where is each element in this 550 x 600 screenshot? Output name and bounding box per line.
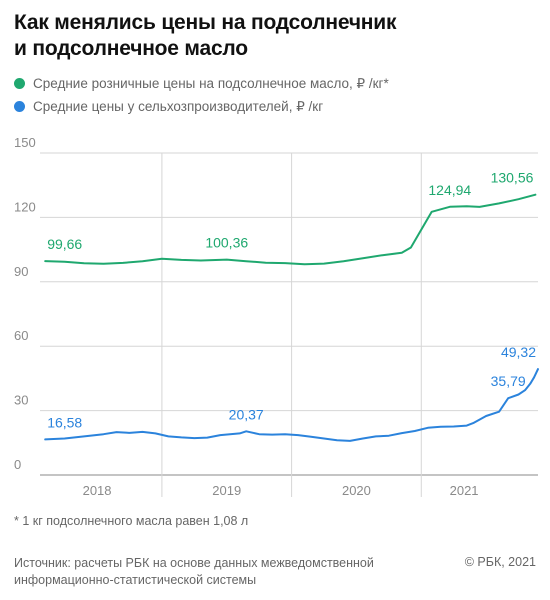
data-label: 130,56 xyxy=(491,170,534,186)
legend-label-producer-price: Средние цены у сельхозпроизводителей, ₽ … xyxy=(33,99,324,114)
source-line-2: информационно-статистической системы xyxy=(14,573,257,587)
chart-title-line-1: Как менялись цены на подсолнечник xyxy=(14,11,397,34)
x-tick-label: 2019 xyxy=(212,483,241,498)
y-tick-label: 90 xyxy=(14,264,28,279)
legend-marker-producer-price xyxy=(14,101,25,112)
y-tick-label: 150 xyxy=(14,135,36,150)
y-tick-label: 30 xyxy=(14,393,28,408)
footnote: * 1 кг подсолнечного масла равен 1,08 л xyxy=(14,514,249,528)
x-tick-label: 2020 xyxy=(342,483,371,498)
x-tick-label: 2018 xyxy=(83,483,112,498)
y-tick-label: 120 xyxy=(14,199,36,214)
series-line-2 xyxy=(44,368,539,442)
legend-label-retail-oil: Средние розничные цены на подсолнечное м… xyxy=(33,76,389,91)
data-label: 16,58 xyxy=(47,414,82,430)
data-label: 124,94 xyxy=(428,182,471,198)
line-chart: 0 30 60 90 120 150 2018 2019 2020 2021 99,66 100,36… xyxy=(14,135,539,498)
x-tick-label: 2021 xyxy=(450,483,479,498)
data-label: 20,37 xyxy=(229,406,264,422)
y-tick-label: 0 xyxy=(14,457,21,472)
data-label: 35,79 xyxy=(491,373,526,389)
data-label: 100,36 xyxy=(205,235,248,251)
legend-marker-retail-oil xyxy=(14,78,25,89)
source-line-1: Источник: расчеты РБК на основе данных м… xyxy=(14,556,374,570)
data-label: 49,32 xyxy=(501,344,536,360)
legend-item-retail-oil: Средние розничные цены на подсолнечное м… xyxy=(14,76,534,92)
copyright: © РБК, 2021 xyxy=(464,555,536,569)
y-tick-label: 60 xyxy=(14,328,28,343)
chart-title: Как менялись цены на подсолнечник и подс… xyxy=(14,10,534,62)
legend-item-producer-price: Средние цены у сельхозпроизводителей, ₽ … xyxy=(14,99,534,115)
chart-title-line-2: и подсолнечное масло xyxy=(14,37,248,60)
data-label: 99,66 xyxy=(47,236,82,252)
source-note: Источник: расчеты РБК на основе данных м… xyxy=(14,555,434,589)
series-line-1 xyxy=(44,193,537,266)
